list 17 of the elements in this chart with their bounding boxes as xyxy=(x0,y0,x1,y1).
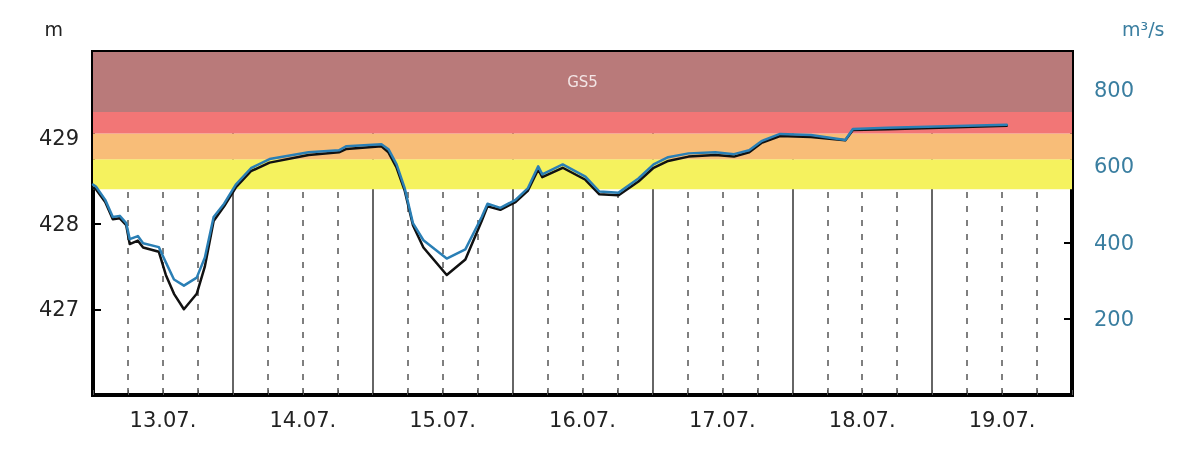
y-axis-title: m xyxy=(44,17,63,40)
x-tick-label: 18.07. xyxy=(828,407,896,432)
x-tick-label: 13.07. xyxy=(129,407,197,432)
y2-tick-label: 200 xyxy=(1094,306,1135,331)
band-label: GS5 xyxy=(567,73,598,92)
y2-axis-title: m³/s xyxy=(1122,17,1165,40)
x-tick-label: 15.07. xyxy=(409,407,477,432)
y2-tick-label: 800 xyxy=(1094,78,1135,103)
x-tick-label: 16.07. xyxy=(549,407,616,432)
y-tick-label: 429 xyxy=(38,125,79,150)
y2-tick-label: 600 xyxy=(1094,154,1135,179)
y2-tick-label: 400 xyxy=(1094,230,1135,255)
x-tick-label: 17.07. xyxy=(688,407,756,432)
y-tick-label: 428 xyxy=(38,211,79,236)
y-tick-label: 427 xyxy=(38,297,79,322)
x-tick-label: 14.07. xyxy=(269,407,337,432)
x-tick-label: 19.07. xyxy=(968,407,1036,432)
